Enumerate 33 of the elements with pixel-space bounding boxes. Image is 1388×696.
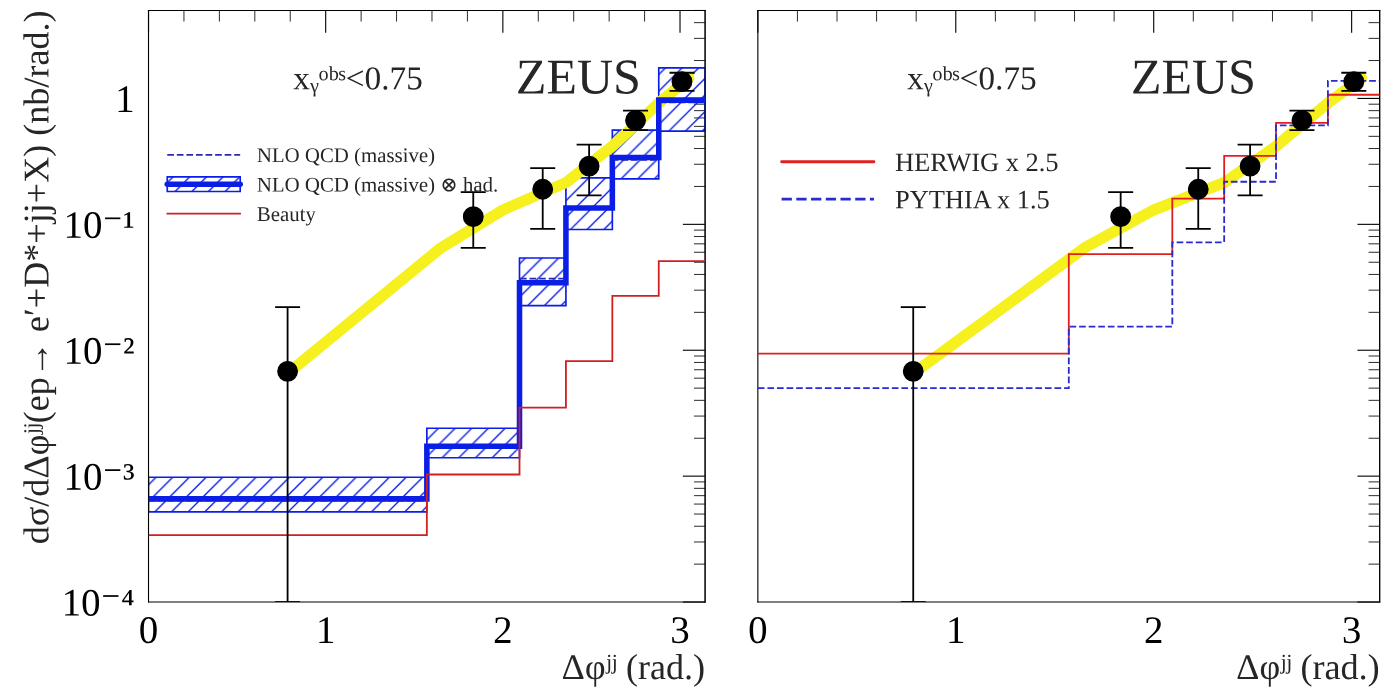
- x-tick-label: 0: [140, 617, 157, 644]
- point: [462, 206, 484, 228]
- legend-label: NLO QCD (massive) ⊗ had.: [257, 177, 497, 196]
- point: [578, 155, 600, 177]
- y-axis-title: dσ/dΔφʲʲ(ep→ e′+D*+jj+X) (nb/rad.): [23, 12, 57, 543]
- x-axis-title: Δφʲʲ (rad.): [562, 653, 704, 687]
- x-tick-label: 1: [319, 617, 334, 643]
- x-axis-title: Δφʲʲ (rad.): [1237, 653, 1379, 687]
- legend-label: NLO QCD (massive): [257, 147, 435, 167]
- point: [902, 360, 924, 382]
- point: [1110, 206, 1132, 228]
- y-tick-label: 10⁻³: [66, 463, 134, 491]
- point: [1187, 178, 1209, 200]
- legend-label: HERWIG x 2.5: [895, 153, 1058, 172]
- y-tick-label: 1: [118, 86, 133, 112]
- legend-label: PYTHIA x 1.5: [895, 190, 1049, 209]
- annotation: xᵧᵒᵇˢ<0.75: [907, 66, 1036, 97]
- annotation: xᵧᵒᵇˢ<0.75: [293, 66, 422, 97]
- x-tick-label: 2: [494, 617, 511, 643]
- y-tick-label: 10⁻¹: [66, 211, 134, 239]
- x-tick-label: 3: [1343, 617, 1360, 644]
- x-tick-label: 2: [1145, 617, 1162, 643]
- legend-label: Beauty: [257, 207, 316, 226]
- x-tick-label: 0: [749, 617, 767, 644]
- point: [1239, 155, 1261, 177]
- y-tick-label: 10⁻²: [66, 337, 134, 365]
- annotation: ZEUS: [1133, 60, 1253, 94]
- annotation: ZEUS: [518, 60, 638, 94]
- y-tick-label: 10⁻⁴: [65, 589, 134, 616]
- x-tick-label: 1: [949, 617, 964, 643]
- x-tick-label: 3: [672, 617, 689, 644]
- point: [277, 360, 299, 382]
- point: [532, 178, 554, 200]
